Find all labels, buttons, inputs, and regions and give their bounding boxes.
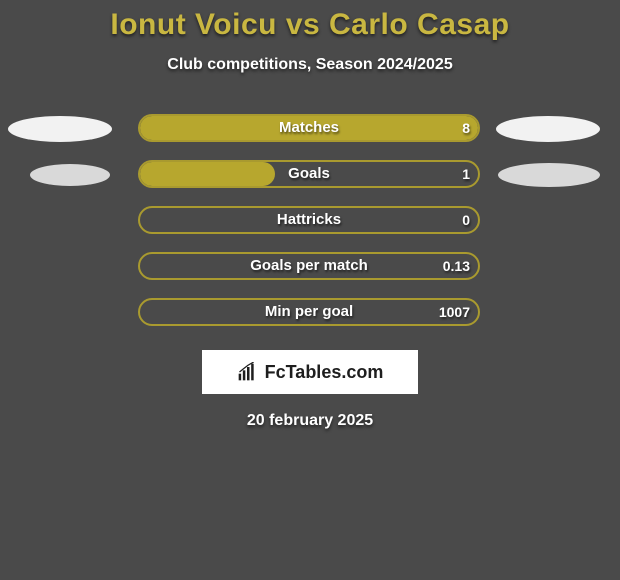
player-marker-right: [496, 116, 600, 142]
snapshot-date: 20 february 2025: [0, 412, 620, 430]
stat-bar-track: [138, 252, 480, 280]
stat-row: Min per goal1007: [0, 298, 620, 328]
site-logo: FcTables.com: [202, 350, 418, 394]
stat-bar-fill: [140, 162, 275, 186]
stat-bar-track: [138, 206, 480, 234]
stat-row: Matches8: [0, 114, 620, 144]
stat-bar-track: [138, 298, 480, 326]
stat-bar-track: [138, 114, 480, 142]
stat-bar-fill: [140, 116, 478, 140]
stat-row: Hattricks0: [0, 206, 620, 236]
stat-rows: Matches8 Goals1 Hattricks0 Goals per match0…: [0, 114, 620, 328]
player-marker-right: [498, 163, 600, 187]
player-marker-left: [8, 116, 112, 142]
page-subtitle: Club competitions, Season 2024/2025: [0, 56, 620, 74]
stat-row: Goals per match0.13: [0, 252, 620, 282]
stat-row: Goals1: [0, 160, 620, 190]
chart-icon: [237, 362, 257, 382]
comparison-infographic: Ionut Voicu vs Carlo Casap Club competit…: [0, 0, 620, 580]
stat-bar-track: [138, 160, 480, 188]
logo-text: FcTables.com: [265, 362, 384, 383]
player-marker-left: [30, 164, 110, 186]
page-title: Ionut Voicu vs Carlo Casap: [0, 8, 620, 42]
